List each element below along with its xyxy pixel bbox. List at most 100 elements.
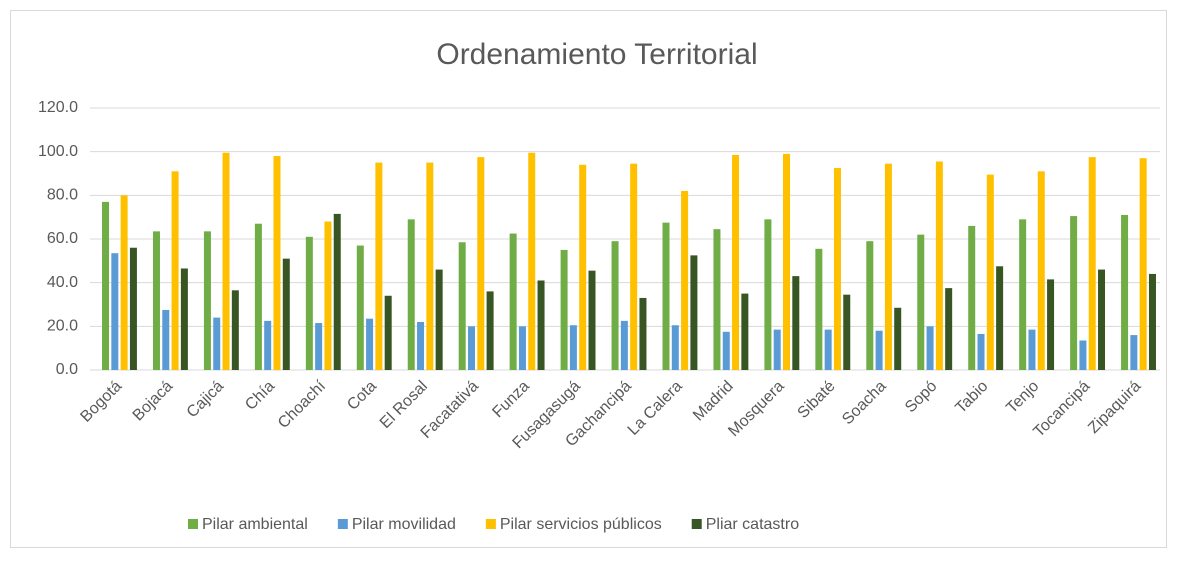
bar (773, 329, 781, 370)
bar (384, 295, 392, 370)
bar (324, 221, 332, 370)
bar (231, 290, 239, 370)
bar (741, 293, 749, 370)
bar (569, 325, 577, 370)
bar (620, 320, 628, 370)
bar (171, 171, 179, 370)
bar (1028, 329, 1036, 370)
bar (407, 219, 415, 370)
bar (732, 154, 740, 370)
bar (764, 219, 772, 370)
bar (486, 291, 494, 370)
legend-swatch (337, 519, 348, 529)
bar (926, 326, 934, 370)
bar (884, 163, 892, 370)
bar (1070, 216, 1078, 370)
bar (129, 247, 137, 370)
bar (162, 309, 170, 370)
bar (630, 163, 638, 370)
bar (1037, 171, 1045, 370)
bar (968, 225, 976, 370)
bar (366, 318, 374, 370)
bar (894, 307, 902, 370)
bar (833, 168, 841, 370)
bar (588, 270, 596, 370)
bar (690, 255, 698, 370)
bar (426, 162, 434, 370)
bar (282, 258, 290, 370)
bar (579, 164, 587, 370)
bar (611, 241, 619, 370)
legend-swatch (485, 519, 496, 529)
bar (815, 248, 823, 370)
bar (356, 245, 364, 370)
bar (333, 213, 341, 370)
bar (1019, 219, 1027, 370)
bar (273, 156, 281, 370)
bar (917, 234, 925, 370)
bar (435, 269, 443, 370)
legend-swatch (691, 519, 702, 529)
bar (783, 153, 791, 370)
bar (996, 266, 1004, 370)
bar (102, 201, 110, 370)
bar (866, 241, 874, 370)
bar (1148, 273, 1156, 370)
bar (662, 222, 670, 370)
bar (824, 329, 832, 370)
legend-label: Pliar catastro (706, 516, 799, 533)
legend-label: Pilar ambiental (202, 516, 308, 533)
bar (477, 157, 485, 370)
bar (935, 161, 943, 370)
y-tick-label: 120.0 (38, 99, 78, 116)
bar (1047, 279, 1055, 370)
bar (1121, 214, 1129, 370)
bar (792, 276, 800, 370)
bar (639, 297, 647, 370)
bar (713, 229, 721, 370)
bar (458, 242, 466, 370)
bar (518, 326, 526, 370)
bar (875, 330, 883, 370)
bar (509, 233, 517, 370)
bar (1079, 340, 1087, 370)
bar (111, 253, 119, 370)
bar (315, 323, 323, 370)
bar (528, 152, 536, 370)
bar (843, 294, 851, 370)
bar (681, 190, 689, 370)
bar (1098, 269, 1106, 370)
bar (467, 326, 475, 370)
bar (671, 325, 679, 370)
bar (264, 320, 272, 370)
bar (375, 162, 383, 370)
bar (1139, 158, 1147, 370)
bar (213, 317, 221, 370)
bar (222, 152, 230, 370)
bar (254, 223, 262, 370)
bar (305, 236, 313, 370)
bar (945, 288, 953, 370)
y-tick-label: 60.0 (47, 230, 78, 247)
y-tick-label: 100.0 (38, 143, 78, 160)
bar (180, 268, 188, 370)
bar (537, 280, 545, 370)
bar (986, 174, 994, 370)
bar (417, 321, 425, 370)
bar (152, 231, 160, 370)
y-tick-label: 80.0 (47, 187, 78, 204)
y-tick-label: 20.0 (47, 318, 78, 335)
legend-swatch (188, 519, 198, 529)
bar (1130, 335, 1138, 370)
legend-label: Pilar movilidad (352, 516, 456, 533)
bar (560, 249, 568, 370)
bar (977, 333, 985, 370)
y-tick-label: 0.0 (56, 361, 78, 378)
y-tick-label: 40.0 (47, 274, 78, 291)
chart-title: Ordenamiento Territorial (436, 38, 757, 71)
bar (120, 195, 128, 370)
bar (203, 231, 211, 370)
legend-label: Pilar servicios públicos (500, 516, 662, 533)
bar (722, 331, 730, 370)
